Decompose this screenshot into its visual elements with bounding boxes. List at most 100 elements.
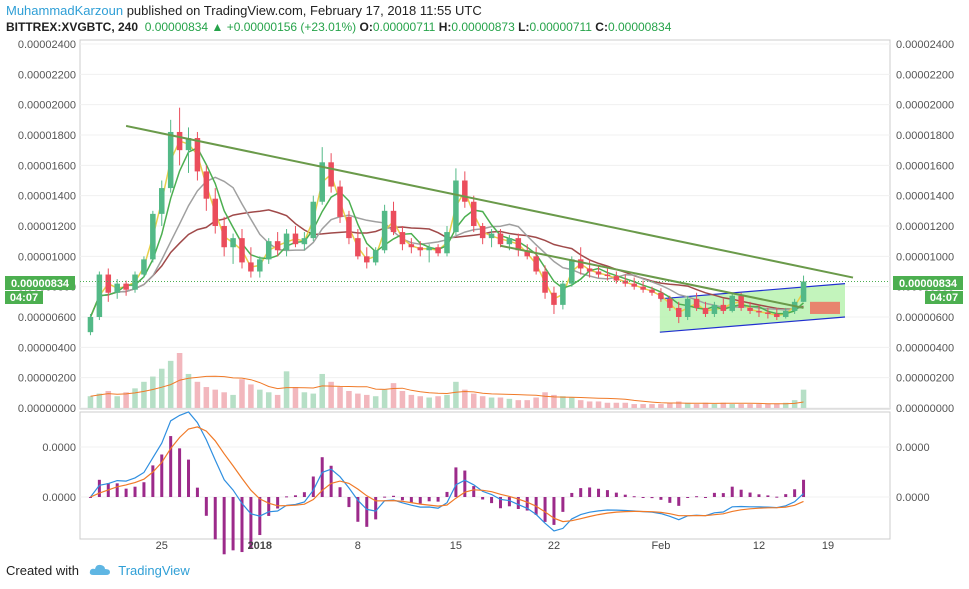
candle-body (265, 241, 272, 260)
macd-hist-bar (400, 497, 404, 501)
macd-hist-bar (650, 497, 654, 499)
left-price-tick: 0.00002200 (18, 69, 76, 81)
macd-hist-bar (178, 448, 182, 497)
candle-body (248, 262, 254, 272)
volume-bar (364, 394, 370, 408)
volume-bar (337, 387, 343, 408)
right-price-tick: 0.00002000 (896, 100, 954, 112)
macd-hist-bar (730, 486, 734, 497)
low-label: L: (518, 20, 530, 34)
macd-hist-bar (347, 497, 351, 508)
macd-hist-bar (222, 497, 226, 555)
macd-hist-bar (392, 495, 396, 497)
right-countdown-tag (925, 291, 963, 304)
macd-hist-bar (436, 497, 440, 502)
macd-right-tick: 0.0000 (896, 492, 930, 504)
candle-body (114, 283, 120, 293)
volume-bar (524, 400, 530, 408)
price-pane-border (79, 39, 891, 410)
candle-body (141, 259, 147, 275)
candle-body (239, 238, 245, 263)
time-tick: 22 (548, 540, 560, 552)
macd-hist-bar (418, 497, 422, 504)
macd-hist-bar (659, 497, 663, 500)
macd-hist-bar (311, 476, 315, 497)
right-price-tick: 0.00001800 (896, 130, 954, 142)
macd-hist-bar (374, 497, 378, 520)
candle-body (729, 295, 735, 311)
time-tick: 12 (753, 540, 765, 552)
volume-bar (756, 404, 762, 408)
volume-bar (560, 396, 566, 408)
macd-pane-border (79, 411, 891, 540)
volume-bar (631, 404, 637, 408)
macd-hist-bar (338, 487, 342, 497)
up-arrow-icon: ▲ (211, 20, 224, 34)
tradingview-link[interactable]: TradingView (118, 563, 190, 578)
symbol-name: BITTREX:XVGBTC, 240 (6, 20, 139, 34)
macd-hist-bar (133, 486, 137, 497)
candle-body (337, 186, 343, 217)
volume-bar (310, 393, 317, 408)
volume-bar (185, 373, 192, 408)
candle-body (595, 271, 602, 275)
macd-hist-bar (552, 497, 556, 525)
volume-bar (515, 400, 522, 408)
long-trendline[interactable] (125, 124, 854, 279)
channel-upper-line[interactable] (659, 283, 846, 300)
left-price-tick: 0.00002000 (18, 100, 76, 112)
candle-body (765, 312, 771, 314)
volume-bar (230, 394, 236, 408)
macd-hist-bar (115, 483, 119, 497)
macd-hist-bar (445, 491, 449, 497)
open-label: O: (359, 20, 373, 34)
volume-bar (390, 383, 397, 408)
macd-hist-bar (597, 488, 601, 497)
channel-lower-line[interactable] (659, 316, 846, 333)
volume-ma-line (90, 375, 804, 405)
right-price-tick: 0.00002200 (896, 69, 954, 81)
time-tick: Feb (651, 540, 670, 552)
candle-body (577, 259, 584, 269)
symbol-legend: BITTREX:XVGBTC, 240 0.00000834 ▲ +0.0000… (6, 20, 671, 34)
target-box[interactable] (810, 301, 840, 314)
candle-body (542, 271, 548, 293)
volume-bar (774, 404, 780, 408)
right-price-tag (893, 276, 963, 290)
candle-body (497, 233, 504, 245)
volume-bar (123, 392, 129, 408)
macd-hist-bar (686, 497, 690, 498)
volume-bar (372, 396, 379, 408)
macd-hist-bar (775, 496, 779, 498)
volume-bar (239, 379, 245, 408)
macd-hist-bar (267, 497, 271, 516)
candle-body (176, 131, 183, 151)
candle-body (622, 280, 629, 284)
macd-hist-bar (383, 496, 387, 498)
candle-body (604, 274, 611, 277)
macd-hist-bar (88, 497, 92, 498)
left-price-tick: 0.00000400 (18, 342, 76, 354)
macd-hist-bar (285, 496, 289, 498)
volume-bar (684, 402, 691, 408)
candle-body (310, 201, 317, 239)
low-value: 0.00000711 (529, 20, 592, 34)
macd-hist-bar (757, 494, 761, 497)
volume-bar (257, 389, 263, 408)
left-price-axis: 0.00002400 0.00002200 0.00002000 0.00001800… (18, 39, 76, 415)
candle-body (515, 238, 522, 251)
candle-body (800, 281, 807, 302)
candle-body (462, 180, 468, 202)
volume-bar (426, 397, 432, 408)
macd-hist-bar (721, 493, 725, 497)
left-price-tick: 0.00000200 (18, 373, 76, 385)
author-link[interactable]: MuhammadKarzoun (6, 3, 124, 18)
candle-body (453, 180, 459, 233)
candle-body (524, 250, 530, 257)
short-trendline[interactable] (500, 244, 804, 309)
right-price-tick: 0.00001200 (896, 221, 954, 233)
macd-hist-bar (614, 492, 618, 497)
macd-hist-bar (409, 497, 413, 503)
candle-body (613, 276, 620, 281)
